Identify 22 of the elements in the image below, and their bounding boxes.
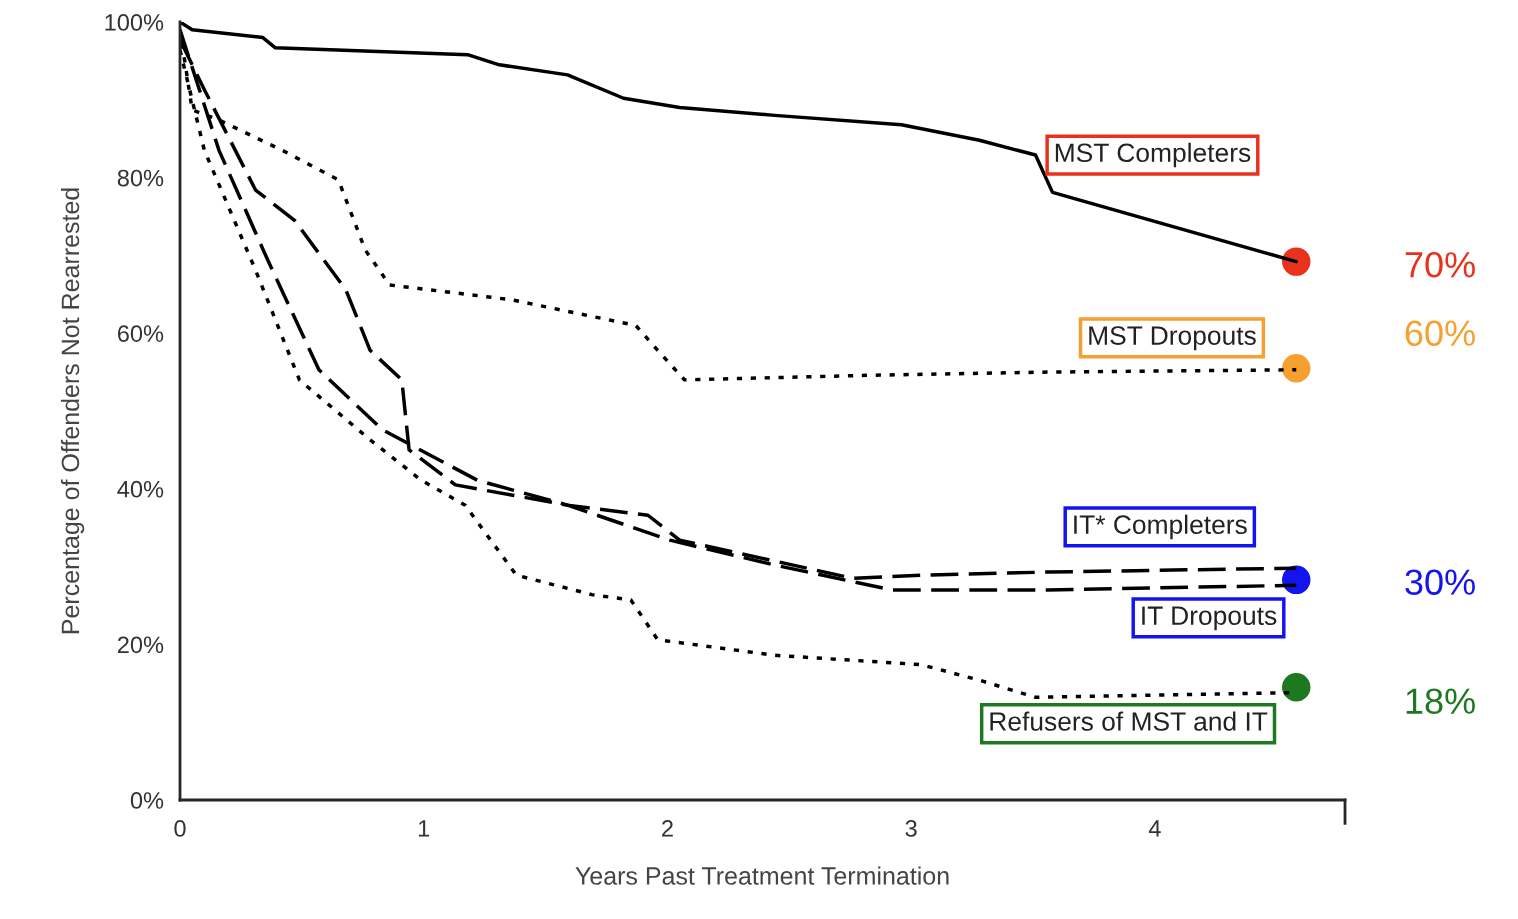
y-axis-title: Percentage of Offenders Not Rearrested bbox=[60, 188, 85, 634]
x-tick-label: 1 bbox=[418, 820, 430, 837]
text: 18% bbox=[1406, 688, 1475, 714]
y-tick-label: 100% bbox=[105, 14, 164, 31]
text: 70% bbox=[1405, 251, 1475, 278]
series-label: MST Dropouts bbox=[1089, 326, 1256, 351]
x-tick-label: 2 bbox=[662, 820, 673, 837]
series-label: Refusers of MST and IT bbox=[990, 711, 1268, 731]
y-tick-label: 80% bbox=[117, 169, 164, 187]
y-tick-label: 20% bbox=[117, 636, 164, 654]
series-label: IT Dropouts bbox=[1142, 606, 1277, 631]
text: 60% bbox=[1405, 320, 1475, 347]
text: 30% bbox=[1405, 569, 1475, 595]
x-tick-label: 3 bbox=[905, 820, 917, 837]
x-tick-label: 0 bbox=[174, 820, 186, 837]
series-label: IT* Completers bbox=[1074, 514, 1247, 540]
y-tick-label: 60% bbox=[117, 325, 164, 342]
y-tick-label: 0% bbox=[130, 792, 164, 809]
x-axis-title: Years Past Treatment Termination bbox=[575, 866, 949, 885]
y-tick-label: 40% bbox=[117, 480, 164, 498]
series-label: MST Completers bbox=[1055, 142, 1251, 168]
x-tick-label: 4 bbox=[1148, 820, 1161, 837]
